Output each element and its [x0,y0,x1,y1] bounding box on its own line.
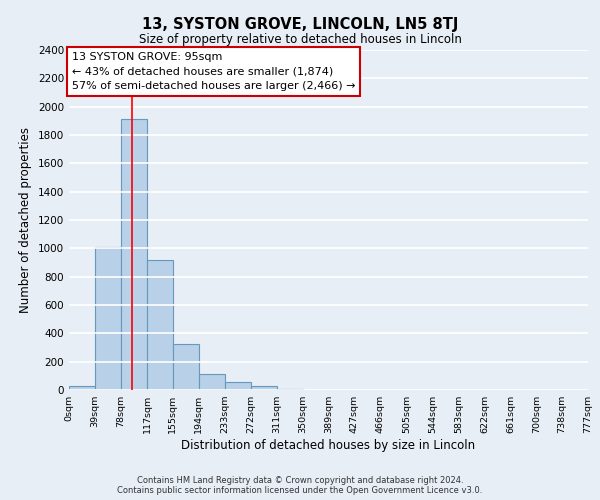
Bar [173,344,199,390]
Text: Size of property relative to detached houses in Lincoln: Size of property relative to detached ho… [139,32,461,46]
Bar [147,260,173,390]
Text: Contains public sector information licensed under the Open Government Licence v3: Contains public sector information licen… [118,486,482,495]
Y-axis label: Number of detached properties: Number of detached properties [19,127,32,313]
Bar [121,120,147,390]
Text: 13 SYSTON GROVE: 95sqm
← 43% of detached houses are smaller (1,874)
57% of semi-: 13 SYSTON GROVE: 95sqm ← 43% of detached… [71,52,355,92]
Text: 13, SYSTON GROVE, LINCOLN, LN5 8TJ: 13, SYSTON GROVE, LINCOLN, LN5 8TJ [142,18,458,32]
X-axis label: Distribution of detached houses by size in Lincoln: Distribution of detached houses by size … [181,439,476,452]
Bar [224,382,251,390]
Bar [199,374,224,390]
Text: Contains HM Land Registry data © Crown copyright and database right 2024.: Contains HM Land Registry data © Crown c… [137,476,463,485]
Bar [69,386,95,390]
Bar [95,247,121,390]
Bar [251,386,277,390]
